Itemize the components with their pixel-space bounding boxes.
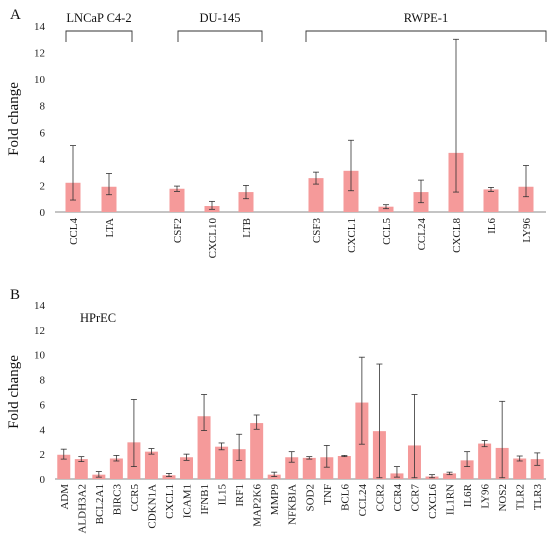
panel-b-x-tick-label: BCL2A1 bbox=[94, 484, 106, 524]
panel-b-y-tick-label: 2 bbox=[40, 449, 46, 461]
panel-a-y-tick-label: 12 bbox=[34, 48, 45, 60]
panel-b-x-tick-label: IRF1 bbox=[234, 484, 246, 507]
panel-a-x-tick-label: LY96 bbox=[521, 218, 533, 243]
panel-a-x-tick-label: CSF3 bbox=[311, 218, 323, 244]
panel-a-bar-cxcl1 bbox=[343, 170, 359, 212]
panel-a-y-axis-label: Fold change bbox=[6, 82, 22, 156]
panel-b-bar-tnf bbox=[320, 457, 334, 479]
panel-a-x-tick-label: CXCL8 bbox=[451, 218, 463, 253]
panel-a-bar-csf2 bbox=[169, 188, 185, 212]
panel-a-x-tick-label: CCL24 bbox=[416, 218, 428, 251]
panel-b-x-tick-label: ALDH3A2 bbox=[76, 484, 88, 534]
panel-b-y-tick-label: 4 bbox=[40, 424, 46, 436]
panel-a-bar-ccl5 bbox=[378, 206, 394, 212]
panel-b-bar-adm bbox=[57, 454, 71, 479]
panel-a-chart: A Fold change 0 2 4 6 8 10 12 14 CCL4 LTA CSF2 CXCL10… bbox=[6, 7, 547, 259]
panel-b-bar-il1rn bbox=[443, 473, 457, 479]
panel-a-y-tick-label: 14 bbox=[34, 21, 46, 33]
panel-b-bar-irf1 bbox=[232, 449, 246, 479]
panel-b-x-tick-label: LY96 bbox=[480, 484, 492, 509]
panel-a-x-tick-label: LTA bbox=[104, 218, 116, 238]
panel-b-x-tick-label: NOS2 bbox=[497, 484, 509, 512]
panel-b-bar-cxcl1 bbox=[162, 475, 176, 479]
panel-b-bar-bcl6 bbox=[337, 456, 351, 479]
panel-b-x-tick-label: TLR2 bbox=[515, 484, 527, 510]
panel-a-x-tick-label: IL6 bbox=[486, 218, 498, 234]
panel-a-x-tick-label: CXCL1 bbox=[346, 218, 358, 253]
panel-b-x-tick-label: CXCL1 bbox=[164, 484, 176, 519]
panel-a-group-label: DU-145 bbox=[200, 11, 241, 25]
panel-b-y-tick-label: 8 bbox=[40, 375, 46, 387]
panel-b-x-tick-label: IL6R bbox=[462, 483, 474, 507]
panel-b-bar-il15 bbox=[215, 446, 229, 479]
panel-a-group-bracket bbox=[65, 30, 133, 42]
panel-b-x-tick-label: IFNB1 bbox=[199, 484, 211, 515]
panel-a-x-tick-label: LTB bbox=[241, 218, 253, 238]
panel-b-x-tick-label: IL1RN bbox=[445, 484, 457, 515]
panel-a-y-tick-label: 8 bbox=[40, 101, 46, 113]
panel-a-bar-il6 bbox=[483, 189, 499, 212]
panel-a-x-tick-label: CXCL10 bbox=[207, 218, 219, 259]
panel-b-bar-tlr2 bbox=[513, 458, 527, 479]
panel-b-bar-ly96 bbox=[478, 443, 492, 479]
panel-b-x-tick-label: CCR4 bbox=[392, 484, 404, 512]
panel-b-x-tick-label: CCR7 bbox=[409, 484, 421, 512]
panel-a-bar-csf3 bbox=[308, 178, 324, 212]
panel-b-x-tick-label: IL15 bbox=[217, 484, 229, 506]
panel-b-x-tick-label: TNF bbox=[322, 484, 334, 505]
panel-a-bar-ly96 bbox=[518, 186, 534, 212]
panel-b-x-tick-label: BCL6 bbox=[339, 484, 351, 511]
panel-b-x-tick-label: CCL24 bbox=[357, 484, 369, 517]
panel-a-group-bracket bbox=[177, 30, 263, 42]
panel-b-bar-aldh3a2 bbox=[74, 459, 88, 479]
panel-b-bar-tlr3 bbox=[530, 459, 544, 479]
panel-b-y-tick-label: 0 bbox=[40, 474, 46, 486]
panel-a-group-label: LNCaP C4-2 bbox=[66, 11, 131, 25]
panel-b-letter: B bbox=[10, 287, 20, 303]
panel-b-x-tick-label: ADM bbox=[59, 484, 71, 510]
panel-b-y-tick-label: 12 bbox=[34, 325, 45, 337]
panel-a-bar-lta bbox=[101, 186, 117, 212]
panel-b-x-tick-label: BIRC3 bbox=[111, 484, 123, 516]
panel-b-x-tick-label: CXCL6 bbox=[427, 484, 439, 519]
panel-b-x-tick-label: CCR5 bbox=[129, 484, 141, 512]
panel-b-x-tick-label: CDKN1A bbox=[146, 484, 158, 529]
panel-a-group-bracket bbox=[305, 30, 547, 42]
panel-a-y-tick-label: 6 bbox=[40, 127, 46, 139]
panel-a-y-tick-label: 4 bbox=[40, 154, 46, 166]
panel-a-x-tick-label: CCL4 bbox=[68, 218, 80, 245]
panel-b-y-tick-label: 14 bbox=[34, 300, 46, 312]
panel-b-bar-il6r bbox=[460, 460, 474, 479]
panel-b-bar-nfkbia bbox=[285, 457, 299, 479]
panel-a-letter: A bbox=[10, 7, 21, 23]
panel-b-x-tick-label: NFKBIA bbox=[287, 484, 299, 525]
panel-b-bar-icam1 bbox=[180, 457, 194, 479]
panel-a-x-tick-label: CSF2 bbox=[172, 218, 184, 243]
panel-b-bar-ifnb1 bbox=[197, 416, 211, 479]
panel-a-y-tick-label: 10 bbox=[34, 74, 46, 86]
panel-b-x-tick-label: TLR3 bbox=[532, 484, 544, 511]
panel-a-bar-ltb bbox=[238, 192, 254, 212]
panel-b-y-tick-label: 10 bbox=[34, 350, 46, 362]
panel-a-y-tick-label: 2 bbox=[40, 180, 46, 192]
panel-b-y-axis-label: Fold change bbox=[6, 355, 22, 429]
panel-b-bar-map2k6 bbox=[250, 423, 264, 479]
panel-b-bar-cdkn1a bbox=[144, 451, 158, 479]
panel-b-group-label: HPrEC bbox=[80, 311, 116, 325]
panel-a-y-tick-label: 0 bbox=[40, 207, 46, 219]
panel-b-x-tick-label: SOD2 bbox=[304, 484, 316, 512]
panel-b-y-tick-label: 6 bbox=[40, 399, 46, 411]
panel-b-bar-birc3 bbox=[109, 458, 123, 479]
panel-b-x-tick-label: MAP2K6 bbox=[252, 484, 264, 527]
panel-b-bar-sod2 bbox=[302, 457, 316, 479]
panel-b-x-tick-label: MMP9 bbox=[269, 484, 281, 516]
panel-b-x-tick-label: ICAM1 bbox=[182, 484, 194, 518]
panel-a-group-label: RWPE-1 bbox=[404, 11, 448, 25]
panel-b-chart: B Fold change 0 2 4 6 8 10 12 14 ADM ALDH3A2 BCL2A1 B… bbox=[6, 287, 546, 534]
panel-b-x-tick-label: CCR2 bbox=[374, 484, 386, 512]
panel-a-x-tick-label: CCL5 bbox=[381, 218, 393, 245]
